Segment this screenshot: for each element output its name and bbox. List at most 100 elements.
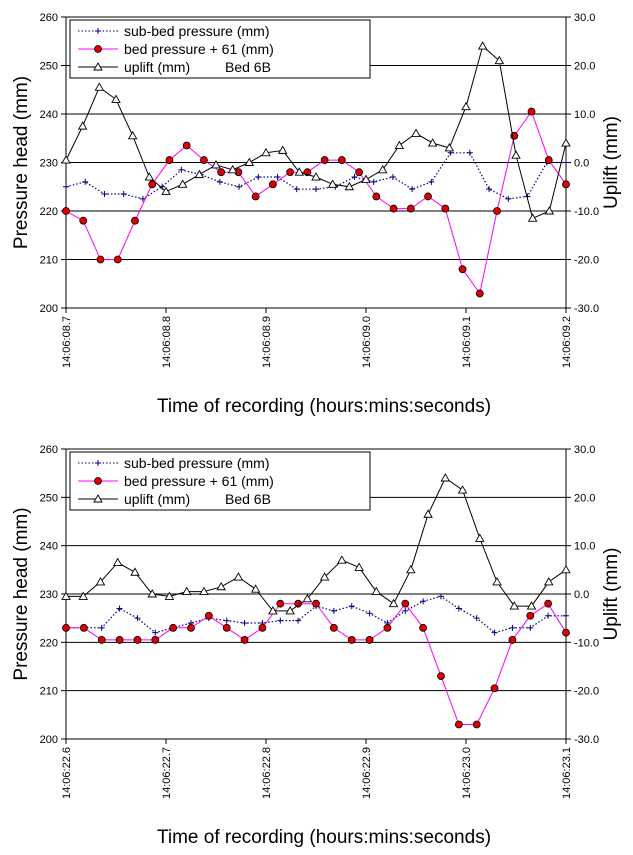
y-tick-label: 260: [40, 444, 58, 456]
data-point-circle: [490, 684, 499, 693]
data-point-plus: [428, 178, 435, 185]
data-point-triangle: [194, 169, 205, 179]
data-point-triangle: [561, 138, 571, 147]
data-point-triangle: [319, 572, 330, 581]
data-point-plus: [455, 605, 462, 612]
data-point-plus: [82, 178, 89, 185]
data-point-circle: [222, 623, 231, 632]
data-point-triangle: [233, 572, 244, 581]
data-point-triangle: [544, 206, 555, 215]
data-point-plus: [120, 191, 127, 198]
legend-note: Bed 6B: [225, 491, 271, 507]
data-point-triangle: [164, 591, 175, 600]
data-point-circle: [200, 156, 208, 164]
data-point-triangle: [427, 138, 438, 147]
data-point-plus: [370, 178, 377, 185]
data-point-triangle: [311, 172, 321, 181]
data-point-triangle: [211, 160, 221, 169]
data-point-triangle: [199, 586, 209, 596]
y-tick-label: 240: [40, 541, 58, 553]
data-point-circle: [165, 156, 174, 164]
data-point-plus: [527, 624, 534, 631]
data-point-plus: [409, 186, 416, 193]
data-point-triangle: [227, 164, 238, 174]
data-point-circle: [204, 611, 213, 620]
data-point-circle: [268, 180, 277, 189]
data-point-circle: [276, 599, 285, 608]
series-line-2: [66, 477, 567, 612]
data-point-circle: [475, 289, 484, 298]
legend-marker: [95, 28, 101, 34]
data-point-circle: [458, 265, 467, 274]
data-point-plus: [491, 629, 498, 636]
data-point-triangle: [388, 598, 399, 608]
data-point-circle: [169, 623, 178, 632]
x-tick-label: 14:06:23.0: [461, 747, 473, 799]
data-point-circle: [79, 216, 88, 225]
data-point-plus: [101, 191, 108, 198]
y2-tick-label: -20.0: [574, 255, 599, 267]
data-point-plus: [509, 624, 516, 631]
data-point-plus: [178, 166, 185, 173]
data-point-circle: [383, 623, 392, 632]
y-tick-label: 220: [40, 206, 58, 218]
data-point-circle: [131, 216, 139, 225]
data-point-triangle: [440, 473, 451, 482]
data-point-triangle: [95, 577, 106, 586]
x-axis-title: Time of recording (hours:mins:seconds): [157, 396, 491, 417]
data-point-triangle: [477, 41, 488, 50]
data-point-plus: [473, 615, 480, 622]
y2-tick-label: -10.0: [574, 206, 599, 218]
data-point-triangle: [494, 55, 505, 65]
x-tick-label: 14:06:22.9: [361, 747, 373, 799]
y2-tick-label: 30.0: [574, 444, 595, 456]
data-point-triangle: [561, 564, 571, 574]
data-point-circle: [312, 599, 320, 608]
data-point-plus: [563, 159, 569, 166]
y2-tick-label: -30.0: [574, 734, 599, 746]
y-tick-label: 260: [40, 12, 58, 24]
y-axis-title: Pressure head (mm): [11, 76, 32, 249]
data-point-plus: [330, 607, 337, 614]
data-point-triangle: [177, 179, 188, 188]
data-point-plus: [348, 603, 355, 610]
data-point-plus: [241, 620, 248, 626]
data-point-circle: [113, 255, 122, 264]
data-point-triangle: [527, 213, 538, 222]
y2-tick-label: 20.0: [574, 492, 595, 504]
y2-tick-label: -30.0: [574, 303, 599, 315]
data-point-triangle: [371, 586, 382, 596]
legend-marker: [95, 460, 101, 466]
data-point-circle: [151, 636, 160, 644]
data-point-plus: [351, 174, 358, 181]
data-point-circle: [217, 168, 226, 177]
data-point-plus: [295, 617, 302, 624]
y2-tick-label: 20.0: [574, 61, 595, 73]
data-point-triangle: [261, 147, 271, 157]
data-point-plus: [236, 183, 243, 190]
x-tick-label: 14:06:08.9: [261, 316, 273, 368]
data-point-plus: [134, 615, 141, 622]
data-point-plus: [98, 624, 105, 631]
legend-marker: [93, 62, 103, 71]
data-point-triangle: [294, 167, 305, 176]
data-point-plus: [420, 598, 427, 605]
data-point-circle: [79, 623, 88, 632]
x-tick-label: 14:06:22.7: [161, 747, 173, 799]
data-point-circle: [365, 636, 374, 644]
y-tick-label: 210: [40, 686, 58, 698]
data-point-triangle: [511, 150, 521, 159]
legend-marker: [93, 494, 103, 503]
data-point-plus: [116, 605, 123, 612]
data-point-triangle: [77, 121, 88, 130]
legend-label: sub-bed pressure (mm): [124, 23, 270, 39]
data-point-circle: [508, 636, 517, 644]
series-line-1: [65, 110, 567, 295]
data-point-circle: [182, 141, 191, 150]
x-axis-title: Time of recording (hours:mins:seconds): [157, 827, 491, 848]
y-tick-label: 250: [40, 61, 58, 73]
y-tick-label: 210: [40, 255, 58, 267]
data-point-plus: [366, 610, 373, 617]
y2-axis-title: Uplift (mm): [601, 116, 622, 209]
